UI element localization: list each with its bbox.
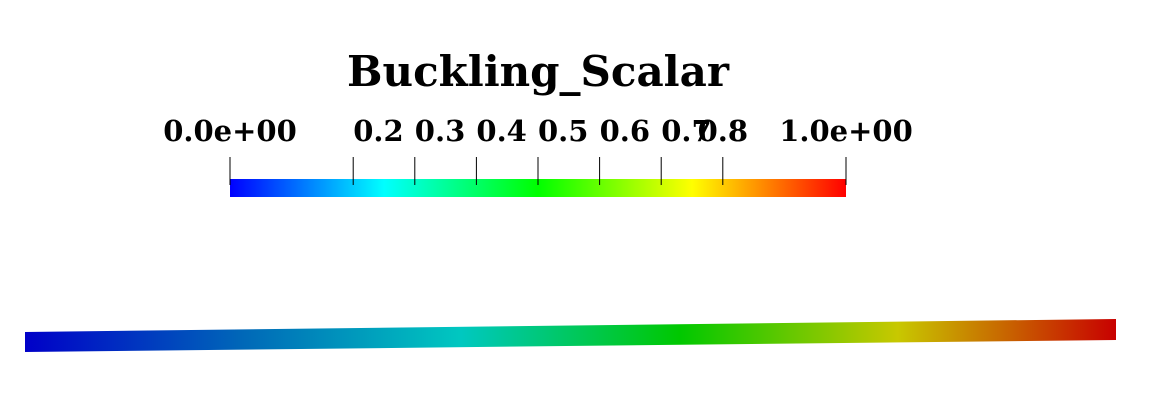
legend-tick-label: 0.0e+00 bbox=[163, 114, 297, 148]
legend-tick-label: 0.7 bbox=[661, 114, 711, 148]
legend-tick-label: 0.2 bbox=[353, 114, 403, 148]
legend-colorbar bbox=[230, 179, 846, 197]
legend-tick-label: 0.8 bbox=[698, 114, 748, 148]
legend-tick-label: 0.3 bbox=[415, 114, 465, 148]
legend-tick-label: 0.4 bbox=[476, 114, 526, 148]
legend-tick-label: 0.6 bbox=[600, 114, 650, 148]
buckling-beam bbox=[25, 319, 1116, 352]
legend-tick-label: 1.0e+00 bbox=[779, 114, 913, 148]
legend-title: Buckling_Scalar bbox=[347, 47, 729, 96]
legend-tick-label: 0.5 bbox=[538, 114, 588, 148]
legend-ticks bbox=[229, 157, 847, 185]
legend-tick-labels: 0.0e+00 0.2 0.3 0.4 0.5 0.6 0.70.8 1.0e+00 bbox=[163, 114, 913, 148]
